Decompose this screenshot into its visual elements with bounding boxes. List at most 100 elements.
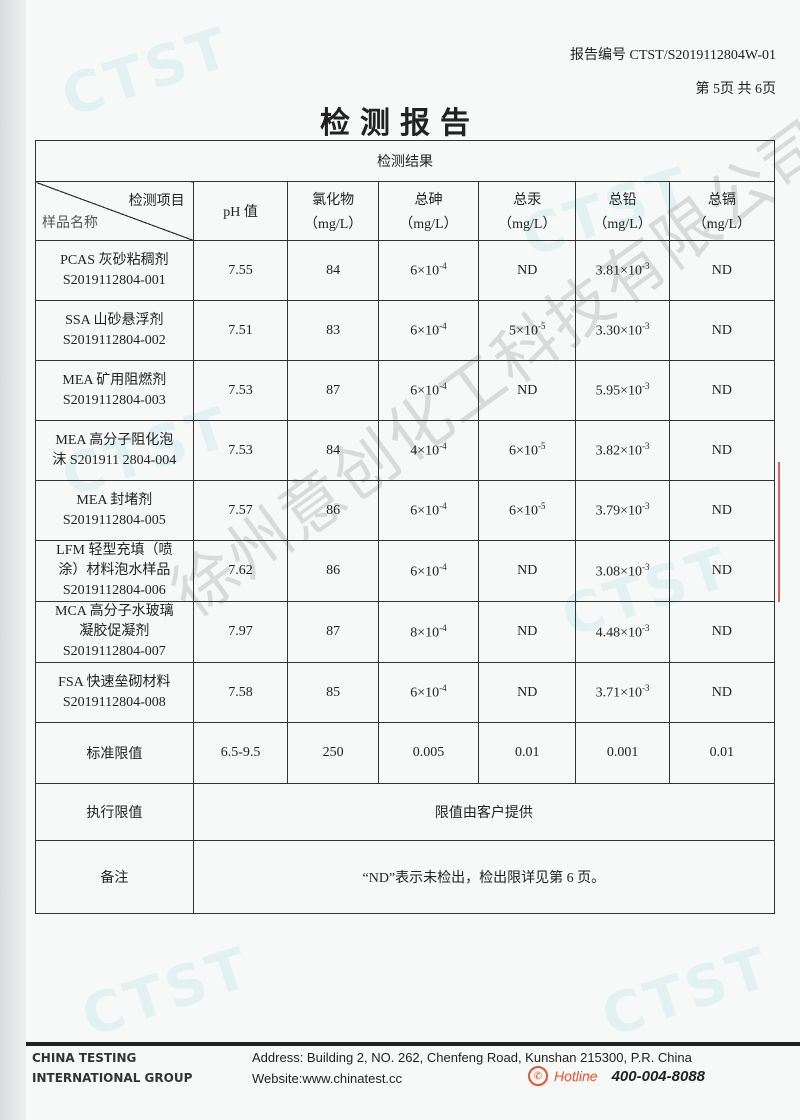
value-base: 6×10 bbox=[410, 503, 440, 519]
column-unit: （mg/L） bbox=[498, 217, 557, 232]
standard-value: 6.5-9.5 bbox=[192, 722, 289, 784]
value-base: 3.30×10 bbox=[595, 323, 643, 339]
sample-name-line: FSA 快速垒砌材料 bbox=[58, 674, 171, 690]
sample-name-line: MCA 高分子水玻璃 bbox=[55, 604, 174, 619]
hg-value: ND bbox=[478, 240, 577, 301]
results-table: 检测结果 检测项目 样品名称 pH 值 氯化物 （mg/L） 总砷 （mg/L） 总汞 （m… bbox=[35, 140, 776, 914]
watermark: CTST bbox=[74, 934, 260, 1051]
as-value: 6×10-4 bbox=[377, 480, 480, 541]
column-header: 总砷 （mg/L） bbox=[377, 181, 480, 241]
cd-value: ND bbox=[668, 300, 776, 361]
value-base: 3.82×10 bbox=[595, 443, 643, 459]
standard-label: 标准限值 bbox=[35, 722, 194, 784]
value-exponent: -4 bbox=[439, 261, 447, 272]
footer-contact: Address: Building 2, NO. 262, Chenfeng R… bbox=[252, 1047, 692, 1089]
seal-fragment bbox=[778, 462, 800, 602]
exec-label: 执行限值 bbox=[35, 783, 194, 841]
column-name: 氯化物 bbox=[312, 193, 355, 208]
value-base: 6×10 bbox=[509, 503, 538, 519]
value-exponent: -4 bbox=[439, 321, 447, 332]
column-name: 总镉 bbox=[707, 193, 736, 208]
value-base: ND bbox=[517, 382, 538, 398]
value-exponent: -3 bbox=[642, 622, 650, 633]
ph-value: 7.62 bbox=[192, 540, 289, 602]
sample-name: MEA 矿用阻燃剂 S2019112804-003 bbox=[35, 360, 194, 421]
exec-value: 限值由客户提供 bbox=[192, 783, 776, 841]
value-base: 3.08×10 bbox=[595, 564, 643, 580]
sample-name-line: S2019112804-006 bbox=[62, 583, 166, 598]
sample-name-line: 涂）材料泡水样品 bbox=[58, 563, 171, 578]
value-base: 8×10 bbox=[410, 625, 440, 641]
value-exponent: -4 bbox=[439, 381, 447, 392]
sample-name-line: SSA 山砂悬浮剂 bbox=[65, 312, 164, 328]
ph-value: 7.97 bbox=[192, 601, 289, 663]
phone-icon: ✆ bbox=[528, 1066, 548, 1086]
hg-value: ND bbox=[478, 601, 577, 663]
column-unit: （mg/L） bbox=[692, 217, 752, 232]
as-value: 6×10-4 bbox=[377, 662, 480, 723]
report-number: 报告编号 CTST/S2019112804W-01 bbox=[570, 48, 776, 63]
hotline-number: 400-004-8088 bbox=[611, 1067, 706, 1085]
column-header: 总汞 （mg/L） bbox=[478, 181, 577, 241]
sample-name-line: LFM 轻型充填（喷 bbox=[56, 543, 173, 558]
hg-value: ND bbox=[478, 540, 577, 602]
value-exponent: -4 bbox=[439, 441, 447, 452]
hg-value: ND bbox=[478, 662, 577, 723]
chloride-value: 87 bbox=[287, 601, 379, 663]
standard-value: 0.005 bbox=[377, 722, 480, 784]
chloride-value: 86 bbox=[287, 480, 379, 541]
page-title: 检测报告 bbox=[320, 106, 480, 141]
value-base: 5.95×10 bbox=[595, 383, 643, 399]
org-line1: CHINA TESTING bbox=[32, 1051, 137, 1065]
standard-value: 0.01 bbox=[478, 722, 577, 784]
sample-name-line: MEA 高分子阻化泡 bbox=[55, 432, 174, 448]
value-base: ND bbox=[517, 262, 538, 278]
value-base: ND bbox=[517, 624, 538, 639]
sample-name: SSA 山砂悬浮剂 S2019112804-002 bbox=[35, 300, 194, 361]
org-line2: INTERNATIONAL GROUP bbox=[32, 1071, 193, 1085]
sample-name: MEA 高分子阻化泡沫 S201911 2804-004 bbox=[35, 420, 194, 481]
value-base: 4×10 bbox=[410, 443, 440, 459]
as-value: 6×10-4 bbox=[377, 300, 480, 361]
column-name: 总铅 bbox=[608, 193, 637, 208]
footer-org: CHINA TESTING INTERNATIONAL GROUP bbox=[32, 1048, 192, 1088]
table-row: SSA 山砂悬浮剂 S2019112804-002 7.51 83 6×10-4 5×10… bbox=[35, 300, 776, 361]
standard-value: 250 bbox=[287, 722, 379, 784]
column-unit: （mg/L） bbox=[593, 217, 652, 232]
pb-value: 5.95×10-3 bbox=[575, 360, 670, 421]
pb-value: 4.48×10-3 bbox=[575, 601, 670, 663]
pb-value: 3.82×10-3 bbox=[575, 420, 670, 481]
value-exponent: -3 bbox=[642, 381, 650, 392]
sample-name-line: S2019112804-005 bbox=[62, 512, 166, 528]
column-header: 氯化物 （mg/L） bbox=[287, 181, 379, 241]
watermark: CTST bbox=[594, 934, 780, 1051]
value-base: 6×10 bbox=[410, 323, 440, 339]
cd-value: ND bbox=[668, 601, 776, 663]
sample-name-line: S2019112804-007 bbox=[62, 644, 166, 659]
chloride-value: 87 bbox=[287, 360, 379, 421]
table-caption: 检测结果 bbox=[35, 140, 775, 182]
ph-value: 7.53 bbox=[192, 360, 289, 421]
chloride-value: 84 bbox=[287, 420, 379, 481]
value-base: ND bbox=[517, 563, 538, 578]
hg-value: 5×10-5 bbox=[478, 300, 577, 361]
corner-bottom: 样品名称 bbox=[42, 216, 98, 231]
pb-value: 3.08×10-3 bbox=[575, 540, 670, 602]
column-unit: （mg/L） bbox=[399, 217, 458, 232]
sample-name-line: 凝胶促凝剂 bbox=[79, 624, 150, 639]
pb-value: 3.79×10-3 bbox=[575, 480, 670, 541]
pb-value: 3.81×10-3 bbox=[575, 240, 670, 301]
note-value: “ND”表示未检出，检出限详见第 6 页。 bbox=[192, 840, 776, 914]
sample-name: MEA 封堵剂 S2019112804-005 bbox=[35, 480, 194, 541]
chloride-value: 85 bbox=[287, 662, 379, 723]
hotline-label: Hotline bbox=[554, 1068, 598, 1084]
ph-value: 7.55 bbox=[192, 240, 289, 301]
value-exponent: -4 bbox=[439, 501, 447, 512]
sample-name: PCAS 灰砂粘稠剂 S2019112804-001 bbox=[35, 240, 194, 301]
value-base: 6×10 bbox=[410, 263, 440, 279]
standard-value: 0.001 bbox=[575, 722, 670, 784]
as-value: 6×10-4 bbox=[377, 360, 480, 421]
value-base: 6×10 bbox=[410, 564, 440, 580]
table-row: MCA 高分子水玻璃 凝胶促凝剂 S2019112804-007 7.97 87 8×10… bbox=[35, 601, 776, 663]
cd-value: ND bbox=[668, 480, 776, 541]
